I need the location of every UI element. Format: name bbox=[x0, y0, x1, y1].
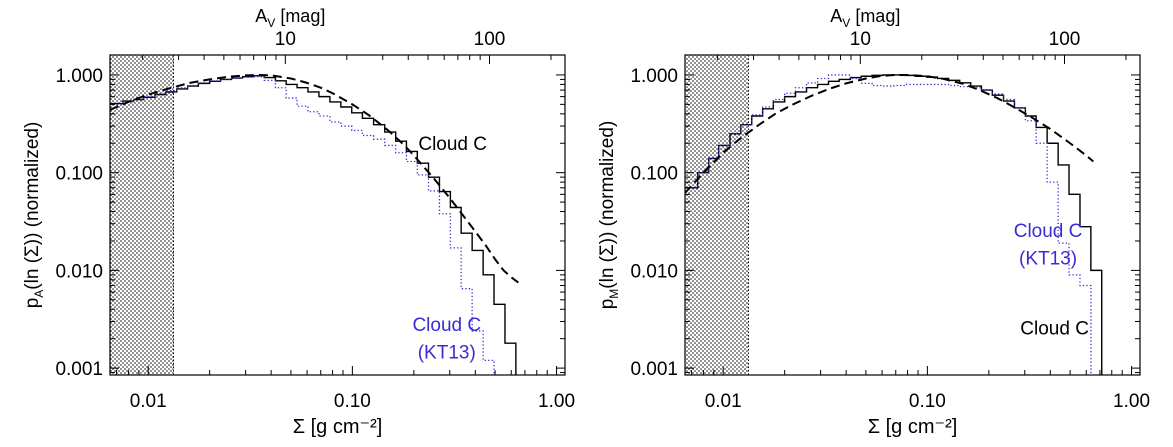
y-tick-label: 0.010 bbox=[55, 261, 103, 282]
y-axis-title: pM(ln (Σ)) (normalized) bbox=[597, 121, 621, 310]
data-layer bbox=[110, 73, 519, 375]
x-tick-label: 1.00 bbox=[1113, 391, 1150, 412]
x-tick-label: 0.10 bbox=[334, 391, 371, 412]
y-tick-label: 0.001 bbox=[55, 359, 103, 380]
y-axis-title-sub: M bbox=[607, 289, 621, 299]
top-tick-label: 10 bbox=[275, 29, 296, 50]
series-fit-line bbox=[110, 73, 519, 284]
annotation-label: (KT13) bbox=[1019, 248, 1077, 269]
top-tick-label: 100 bbox=[474, 29, 506, 50]
y-axis-title: pA(ln (Σ)) (normalized) bbox=[22, 122, 46, 309]
top-axis-title-main: A bbox=[255, 6, 267, 26]
x-ticks bbox=[116, 55, 558, 375]
data-layer bbox=[685, 73, 1103, 375]
plot-frame bbox=[684, 54, 1141, 376]
top-axis-title-sub: V bbox=[842, 16, 850, 30]
x-axis-title: Σ [g cm⁻²] bbox=[293, 416, 383, 438]
plot-frame bbox=[109, 54, 566, 376]
y-tick-label: 0.100 bbox=[55, 164, 103, 185]
top-axis-title: AV [mag] bbox=[255, 6, 325, 30]
top-axis-title-unit: [mag] bbox=[275, 6, 325, 26]
x-tick-label: 0.10 bbox=[909, 391, 946, 412]
annotation-label: Cloud C bbox=[418, 134, 487, 155]
annotation-label: Cloud C bbox=[1020, 319, 1089, 340]
series-cloud-c-line bbox=[685, 74, 1103, 375]
x-tick-label: 0.01 bbox=[705, 391, 742, 412]
x-tick-label: 1.00 bbox=[538, 391, 575, 412]
y-axis-title-rest: (ln (Σ)) (normalized) bbox=[597, 121, 618, 289]
y-tick-label: 1.000 bbox=[630, 66, 678, 87]
series-cloud-c-kt13-line bbox=[110, 76, 495, 375]
x-tick-label: 0.01 bbox=[130, 391, 167, 412]
annotation-label: Cloud C bbox=[412, 315, 481, 336]
y-tick-label: 1.000 bbox=[55, 66, 103, 87]
y-tick-label: 0.010 bbox=[630, 261, 678, 282]
x-ticks bbox=[691, 55, 1133, 375]
series-cloud-c-line bbox=[110, 75, 517, 375]
annotation-label: Cloud C bbox=[1014, 221, 1083, 242]
top-axis-title-unit: [mag] bbox=[850, 6, 900, 26]
top-axis-title: AV [mag] bbox=[830, 6, 900, 30]
y-axis-title-main: p bbox=[22, 298, 43, 309]
x-axis-title: Σ [g cm⁻²] bbox=[868, 416, 958, 438]
panel-left: 0.01 0.10 1.00 0.001 0.010 0.100 1.000 10 100 Σ [… bbox=[22, 6, 575, 438]
top-axis-title-sub: V bbox=[267, 16, 275, 30]
y-axis-title-sub: A bbox=[32, 290, 46, 298]
top-axis-title-main: A bbox=[830, 6, 842, 26]
annotation-label: (KT13) bbox=[418, 343, 476, 364]
y-axis-title-main: p bbox=[597, 299, 618, 310]
excluded-region bbox=[110, 55, 174, 375]
y-axis-title-rest: (ln (Σ)) (normalized) bbox=[22, 122, 43, 290]
y-ticks bbox=[110, 74, 565, 374]
top-tick-label: 100 bbox=[1049, 29, 1081, 50]
y-tick-label: 0.001 bbox=[630, 359, 678, 380]
panel-right: 0.01 0.10 1.00 0.001 0.010 0.100 1.000 10 100 Σ [… bbox=[597, 6, 1150, 438]
top-tick-label: 10 bbox=[850, 29, 871, 50]
y-tick-label: 0.100 bbox=[630, 164, 678, 185]
excluded-region bbox=[685, 55, 749, 375]
series-fit-line bbox=[685, 73, 1094, 194]
y-ticks bbox=[685, 74, 1140, 374]
